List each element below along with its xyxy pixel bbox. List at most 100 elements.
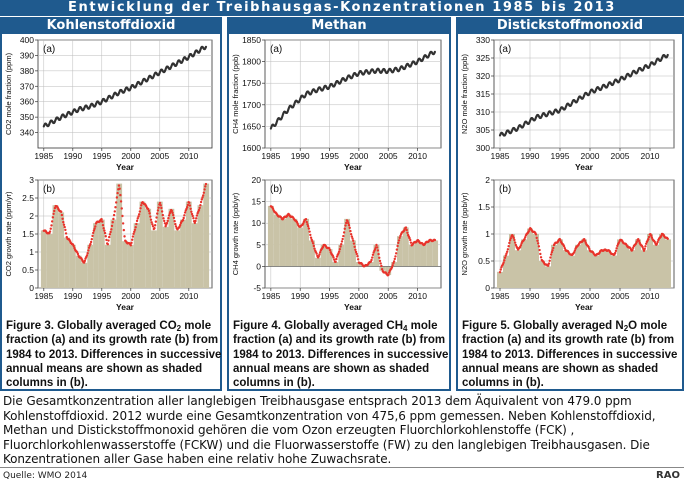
x-tick-label: 1985	[491, 151, 510, 161]
growth-bar	[133, 223, 140, 288]
y-tick-label: 370	[20, 81, 34, 91]
growth-bar	[647, 234, 653, 288]
growth-rate-point	[134, 226, 137, 229]
growth-rate-point	[192, 217, 195, 220]
growth-rate-point	[309, 233, 312, 237]
growth-rate-point	[62, 223, 66, 226]
growth-rate-point	[50, 224, 53, 227]
growth-rate-point	[167, 216, 170, 220]
growth-rate-point	[83, 259, 87, 263]
growth-rate-point	[107, 239, 110, 242]
growth-rate-point	[119, 193, 122, 197]
growth-rate-point	[644, 245, 647, 248]
y-tick-label: 2.5	[22, 193, 34, 203]
growth-rate-point	[352, 242, 356, 245]
growth-bar	[557, 239, 563, 288]
growth-bar	[332, 262, 339, 267]
growth-bar	[46, 234, 53, 288]
growth-bar	[297, 227, 304, 267]
growth-rate-point	[547, 264, 550, 267]
growth-rate-point	[506, 248, 510, 251]
growth-rate-point	[318, 253, 321, 256]
growth-rate-point	[103, 231, 107, 235]
growth-rate-point	[536, 242, 540, 245]
growth-rate-point	[188, 201, 191, 204]
growth-rate-point	[328, 248, 332, 252]
growth-rate-point	[151, 225, 155, 228]
ch4-mole-fraction-chart: 1600 1650 1700 1750 1800 1850 1985 1990 1995 2000…	[231, 35, 442, 172]
growth-rate-point	[147, 209, 151, 213]
column-frame-n2o	[456, 34, 684, 391]
growth-bar	[653, 244, 659, 288]
growth-rate-point	[52, 212, 55, 216]
growth-rate-point	[524, 236, 527, 239]
column-frame-ch4	[227, 34, 451, 391]
growth-rate-point	[194, 219, 197, 223]
growth-bar	[139, 201, 146, 288]
growth-bar	[665, 239, 671, 288]
growth-rate-point	[185, 206, 189, 209]
growth-rate-point	[118, 187, 121, 190]
growth-rate-point	[308, 230, 311, 233]
growth-rate-point	[644, 242, 648, 245]
growth-rate-point	[53, 206, 57, 210]
growth-rate-point	[105, 238, 108, 242]
growth-bar	[432, 240, 439, 267]
growth-rate-point	[63, 225, 66, 229]
growth-rate-point	[342, 234, 345, 238]
growth-rate-point	[61, 217, 64, 220]
growth-rate-point	[505, 252, 508, 255]
growth-rate-point	[391, 264, 394, 267]
growth-rate-point	[182, 216, 185, 220]
growth-rate-point	[50, 220, 54, 223]
growth-rate-point	[552, 246, 555, 250]
growth-rate-point	[370, 258, 373, 262]
growth-rate-point	[536, 239, 539, 242]
growth-rate-point	[203, 188, 206, 191]
growth-rate-point	[100, 217, 103, 221]
growth-bar	[338, 244, 345, 267]
growth-bar	[58, 212, 65, 288]
y-tick-label: 325	[476, 53, 490, 63]
growth-rate-point	[433, 238, 437, 242]
growth-rate-point	[130, 241, 133, 245]
growth-rate-point	[378, 259, 382, 263]
growth-rate-point	[193, 221, 197, 225]
growth-rate-point	[94, 225, 97, 228]
growth-rate-point	[163, 219, 166, 223]
caption-text-start: Figure 4. Globally averaged CH	[233, 320, 403, 332]
growth-rate-point	[614, 249, 618, 253]
y-tick-label: 400	[20, 35, 34, 45]
y-tick-label: 10	[252, 218, 262, 228]
growth-rate-point	[647, 237, 650, 241]
growth-rate-point	[160, 210, 164, 213]
growth-bar	[503, 255, 509, 288]
growth-bar	[203, 183, 210, 288]
growth-rate-point	[112, 213, 116, 217]
growth-rate-point	[337, 250, 341, 253]
growth-rate-point	[523, 237, 526, 241]
growth-rate-point	[109, 230, 112, 234]
growth-rate-point	[338, 248, 342, 251]
growth-rate-point	[390, 266, 394, 269]
y-axis-title: N2O growth rate (ppb/yr)	[460, 192, 469, 275]
growth-bar	[314, 257, 321, 267]
x-axis-title: Year	[116, 162, 135, 172]
x-axis-title: Year	[116, 302, 135, 312]
growth-rate-point	[60, 210, 63, 213]
growth-rate-point	[153, 224, 157, 227]
growth-bar	[350, 240, 356, 267]
growth-rate-point	[89, 240, 93, 244]
growth-rate-point	[123, 235, 126, 238]
growth-rate-point	[198, 206, 201, 210]
y-tick-label: 15	[252, 197, 262, 207]
y-tick-label: 1650	[242, 121, 261, 131]
growth-rate-point	[660, 234, 663, 238]
y-tick-label: 5	[256, 240, 261, 250]
growth-rate-point	[378, 256, 381, 259]
growth-bar	[93, 223, 99, 288]
y-tick-label: 1850	[242, 35, 261, 45]
x-tick-label: 2010	[641, 291, 660, 301]
growth-rate-point	[340, 240, 344, 243]
growth-rate-point	[137, 215, 140, 218]
